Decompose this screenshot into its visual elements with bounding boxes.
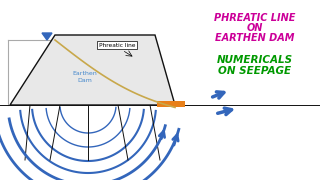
Text: ON: ON: [247, 23, 263, 33]
Text: PHREATIC LINE: PHREATIC LINE: [214, 13, 296, 23]
Text: Phreatic line: Phreatic line: [99, 42, 135, 48]
Text: ON SEEPAGE: ON SEEPAGE: [219, 66, 292, 76]
Text: NUMERICALS: NUMERICALS: [217, 55, 293, 65]
Polygon shape: [10, 35, 175, 105]
Polygon shape: [42, 33, 52, 40]
Bar: [157, 101, 185, 107]
Text: EARTHEN DAM: EARTHEN DAM: [215, 33, 295, 43]
Text: Earthen
Dam: Earthen Dam: [73, 71, 97, 83]
